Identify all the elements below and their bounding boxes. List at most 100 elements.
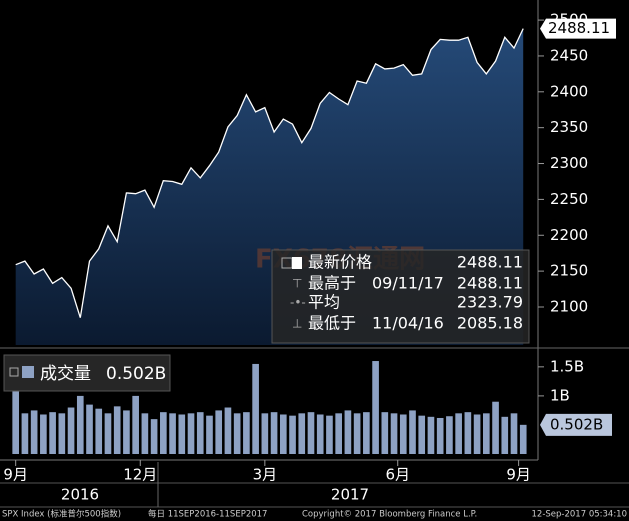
- legend-icon: ⊥: [292, 317, 302, 331]
- volume-bar: [316, 414, 324, 454]
- volume-bar: [464, 412, 472, 454]
- volume-bar: [160, 412, 167, 454]
- volume-bar: [104, 413, 112, 454]
- volume-bar: [390, 413, 398, 454]
- y-tick-label: 2400: [550, 82, 588, 100]
- volume-bar: [289, 415, 296, 454]
- price-legend: 最新价格 2488.11 ⊤ 最高于 09/11/17 2488.11 -•- …: [271, 249, 530, 344]
- volume-bar: [224, 407, 232, 454]
- volume-bar: [298, 413, 306, 454]
- volume-bar: [76, 395, 84, 454]
- volume-bar: [501, 416, 509, 454]
- y-tick-label: 1B: [550, 386, 570, 404]
- y-tick-label: 2150: [550, 262, 588, 280]
- volume-bar: [215, 410, 223, 454]
- year-label: 2017: [331, 486, 369, 504]
- volume-bar: [307, 412, 315, 454]
- y-tick-label: 2250: [550, 190, 588, 208]
- legend-date: 11/04/16: [372, 314, 444, 333]
- footer-text: SPX Index (标准普尔500指数): [2, 509, 121, 520]
- footer-text: 每日 11SEP2016-11SEP2017: [148, 509, 267, 520]
- volume-bar: [243, 412, 250, 454]
- volume-bar: [141, 413, 149, 454]
- volume-bar: [492, 401, 499, 454]
- volume-bar: [123, 410, 130, 454]
- footer-text: Copyright© 2017 Bloomberg Finance L.P.: [302, 510, 477, 520]
- volume-legend: 成交量 0.502B: [3, 354, 171, 392]
- volume-bar: [67, 407, 75, 454]
- volume-bar: [381, 412, 389, 454]
- volume-bar: [483, 413, 490, 454]
- legend-value: 2323.79: [457, 293, 523, 312]
- volume-bar: [436, 417, 444, 454]
- volume-bar: [344, 410, 352, 454]
- volume-bar: [270, 412, 278, 454]
- legend-label: 平均: [308, 293, 340, 312]
- volume-bar: [86, 404, 93, 454]
- last-price-tag: [540, 18, 616, 39]
- legend-label: 成交量: [40, 364, 91, 384]
- legend-icon: ⊤: [292, 277, 302, 291]
- y-tick-label: 2200: [550, 226, 588, 244]
- y-tick-label: 2300: [550, 154, 588, 172]
- volume-bar: [409, 410, 416, 454]
- volume-bar: [21, 413, 29, 454]
- x-tick-label: 12月: [123, 466, 157, 484]
- legend-value: 2488.11: [457, 253, 523, 272]
- volume-bar: [206, 415, 213, 454]
- volume-bar: [169, 413, 176, 454]
- volume-bar: [196, 412, 204, 454]
- y-tick-label: 2100: [550, 297, 588, 315]
- last-price-label: 2488.11: [548, 19, 610, 37]
- volume-bar: [510, 413, 518, 454]
- last-volume-tag: [540, 413, 612, 436]
- volume-bar: [49, 412, 56, 454]
- x-tick-label: 9月: [3, 466, 28, 484]
- legend-icon: [292, 257, 302, 269]
- legend-swatch: [22, 366, 34, 378]
- y-tick-label: 1.5B: [550, 357, 584, 375]
- legend-icon: -•-: [290, 296, 306, 310]
- volume-bar: [418, 415, 426, 454]
- volume-bar: [12, 390, 20, 454]
- legend-icon: [9, 367, 19, 377]
- volume-bar: [58, 413, 66, 454]
- volume-bar: [252, 363, 259, 454]
- volume-bar: [40, 414, 47, 454]
- price-line: [15, 28, 524, 318]
- volume-bar: [187, 413, 195, 454]
- x-tick-label: 3月: [253, 466, 278, 484]
- volume-bar: [132, 395, 139, 454]
- legend-label: 最新价格: [308, 253, 372, 272]
- volume-bar: [261, 413, 269, 454]
- volume-bar: [446, 416, 453, 454]
- volume-bar: [95, 408, 103, 454]
- volume-bar: [353, 413, 361, 454]
- volume-bar: [326, 415, 333, 454]
- volume-bar: [399, 414, 407, 454]
- volume-bar: [372, 361, 379, 454]
- volume-bar: [150, 419, 158, 454]
- x-tick-label: 9月: [506, 466, 531, 484]
- volume-bar: [427, 416, 435, 454]
- volume-bar: [178, 414, 186, 454]
- volume-bar: [113, 406, 121, 454]
- volume-bar: [473, 414, 481, 454]
- legend-date: 09/11/17: [372, 274, 444, 293]
- volume-bar: [519, 424, 527, 454]
- legend-label: 最低于: [308, 314, 356, 333]
- volume-bar: [233, 413, 241, 454]
- legend-value: 2488.11: [457, 274, 523, 293]
- volume-bar: [335, 413, 342, 454]
- y-tick-label: 2350: [550, 118, 588, 136]
- legend-value: 2085.18: [457, 314, 523, 333]
- legend-value: 0.502B: [106, 364, 166, 384]
- year-label: 2016: [61, 486, 99, 504]
- legend-label: 最高于: [308, 274, 356, 293]
- volume-bar: [363, 412, 370, 454]
- y-tick-label: 2450: [550, 46, 588, 64]
- volume-bar: [279, 414, 287, 454]
- footer-text: 12-Sep-2017 05:34:10: [532, 510, 627, 520]
- legend-box: [271, 249, 530, 344]
